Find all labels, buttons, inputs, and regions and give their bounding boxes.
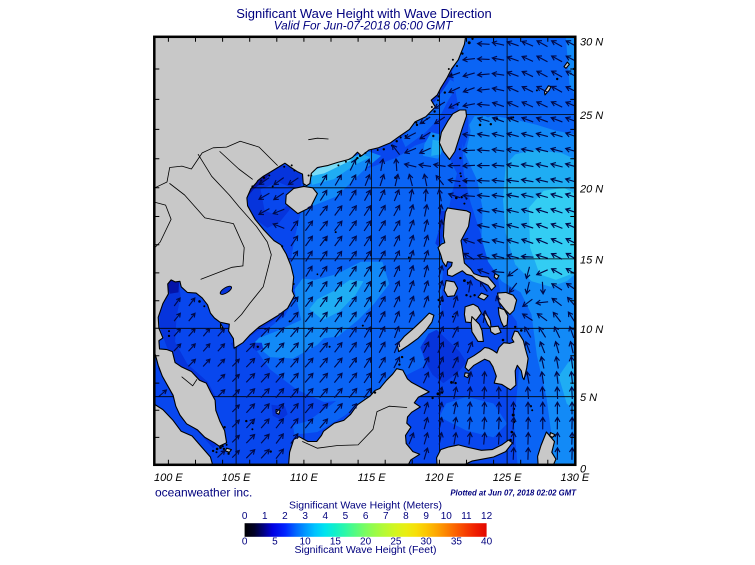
svg-text:130 E: 130 E (561, 472, 590, 484)
svg-text:8: 8 (403, 511, 409, 522)
svg-text:115 E: 115 E (358, 472, 387, 484)
svg-text:10: 10 (300, 537, 312, 548)
svg-text:15: 15 (330, 537, 342, 548)
svg-text:0: 0 (580, 464, 587, 476)
svg-text:35: 35 (451, 537, 463, 548)
svg-text:Valid For Jun-07-2018 06:00 GM: Valid For Jun-07-2018 06:00 GMT (274, 19, 453, 33)
svg-text:oceanweather inc.: oceanweather inc. (155, 485, 252, 499)
svg-text:0: 0 (242, 511, 248, 522)
svg-text:7: 7 (383, 511, 389, 522)
svg-text:Significant Wave Height (Meter: Significant Wave Height (Meters) (289, 500, 442, 512)
svg-text:30 N: 30 N (580, 37, 603, 49)
svg-text:40: 40 (481, 537, 493, 548)
svg-text:110 E: 110 E (290, 472, 319, 484)
svg-text:15 N: 15 N (580, 254, 603, 266)
svg-text:11: 11 (461, 511, 472, 522)
svg-text:30: 30 (421, 537, 433, 548)
svg-text:Significant Wave Height (Feet): Significant Wave Height (Feet) (294, 544, 436, 556)
svg-text:6: 6 (363, 511, 369, 522)
svg-text:3: 3 (302, 511, 308, 522)
svg-text:2: 2 (282, 511, 288, 522)
svg-text:120 E: 120 E (425, 472, 454, 484)
svg-text:10 N: 10 N (580, 324, 603, 336)
svg-text:12: 12 (481, 511, 493, 522)
svg-text:10: 10 (441, 511, 453, 522)
svg-text:100 E: 100 E (154, 472, 183, 484)
svg-text:105 E: 105 E (222, 472, 251, 484)
svg-text:1: 1 (262, 511, 268, 522)
svg-text:25: 25 (390, 537, 402, 548)
svg-text:9: 9 (423, 511, 429, 522)
svg-text:Significant Wave Height with W: Significant Wave Height with Wave Direct… (236, 6, 492, 21)
svg-text:5: 5 (272, 537, 278, 548)
svg-text:5: 5 (343, 511, 349, 522)
svg-text:5 N: 5 N (580, 392, 597, 404)
svg-text:20: 20 (360, 537, 372, 548)
svg-text:4: 4 (323, 511, 329, 522)
svg-text:25 N: 25 N (579, 110, 603, 122)
svg-text:20 N: 20 N (579, 183, 603, 195)
svg-text:0: 0 (242, 537, 248, 548)
svg-text:Plotted at Jun 07, 2018 02:02: Plotted at Jun 07, 2018 02:02 GMT (450, 488, 577, 497)
svg-text:125 E: 125 E (493, 472, 522, 484)
